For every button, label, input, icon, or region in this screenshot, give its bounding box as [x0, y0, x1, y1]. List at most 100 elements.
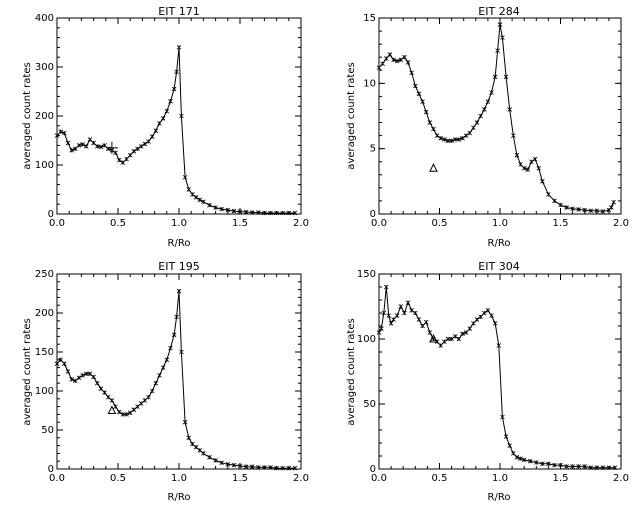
data-point	[409, 308, 414, 313]
data-point	[495, 48, 500, 53]
x-tick-label: 0.0	[49, 218, 65, 229]
data-point	[190, 441, 195, 447]
data-point	[249, 464, 255, 469]
data-point	[427, 120, 433, 125]
data-point	[69, 377, 74, 382]
data-point	[164, 108, 170, 114]
data-point	[558, 202, 563, 208]
data-point	[131, 148, 137, 154]
data-point	[514, 455, 520, 460]
data-point	[113, 150, 118, 156]
data-point	[463, 133, 469, 138]
chart-title: EIT 195	[158, 260, 199, 273]
data-point	[521, 457, 527, 463]
panel-eit-171: EIT 171 R/Ro averaged count rates 0.0 0.5…	[22, 5, 309, 249]
data-point	[576, 207, 581, 212]
data-point	[87, 137, 93, 142]
data-point	[113, 404, 118, 409]
data-point	[164, 357, 170, 363]
data-point	[174, 69, 179, 75]
data-point	[564, 205, 569, 210]
data-point	[201, 199, 206, 205]
data-point	[149, 388, 155, 394]
x-tick-label: 0.5	[432, 218, 448, 229]
data-point	[496, 343, 502, 348]
data-point	[124, 156, 129, 162]
data-point	[124, 412, 129, 417]
data-point	[582, 464, 587, 469]
panel-eit-304: EIT 304 R/Ro averaged count rates 0.0 0.5…	[346, 260, 629, 503]
data-point	[467, 326, 473, 331]
data-point	[87, 371, 93, 377]
data-point	[379, 326, 384, 331]
data-point	[268, 210, 273, 216]
x-tick-label: 0.5	[110, 473, 126, 484]
data-point	[449, 336, 454, 342]
data-point	[62, 361, 67, 366]
data-point	[120, 412, 126, 417]
data-point	[193, 195, 199, 200]
data-point	[83, 144, 89, 149]
data-point	[54, 133, 60, 138]
data-point	[525, 167, 531, 172]
data-point	[176, 288, 182, 294]
x-tick-label: 2.0	[613, 473, 629, 484]
data-point	[54, 361, 60, 366]
y-tick-label: 300	[35, 62, 54, 73]
data-point	[600, 465, 606, 470]
y-tick-label: 0	[370, 464, 376, 475]
data-point	[73, 378, 78, 384]
y-tick-label: 100	[35, 160, 54, 171]
data-point	[386, 313, 391, 318]
data-point	[381, 310, 387, 316]
data-point	[503, 74, 509, 80]
data-point	[73, 146, 78, 152]
data-point	[438, 343, 443, 348]
data-point	[467, 130, 473, 136]
x-tick-label: 0.5	[432, 473, 448, 484]
data-point	[431, 126, 436, 132]
y-tick-label: 50	[363, 399, 376, 410]
data-point	[62, 130, 67, 136]
data-point	[492, 321, 498, 326]
data-point	[76, 375, 82, 381]
data-point	[445, 336, 451, 342]
data-point	[116, 409, 122, 415]
data-point	[546, 192, 551, 197]
data-point	[76, 143, 82, 148]
data-point	[201, 451, 206, 456]
data-point	[186, 187, 192, 192]
data-point	[511, 133, 516, 138]
data-point	[153, 380, 159, 386]
data-point	[612, 465, 618, 470]
data-point	[420, 323, 425, 329]
data-point	[420, 99, 425, 104]
data-point	[231, 208, 237, 214]
data-point	[532, 156, 538, 162]
data-point	[80, 142, 85, 147]
data-point	[398, 304, 404, 309]
data-point	[405, 300, 411, 305]
data-point	[383, 284, 389, 290]
panel-eit-284: EIT 284 R/Ro averaged count rates 0.0 0.5…	[346, 5, 629, 249]
x-tick-label: 2.0	[293, 218, 309, 229]
triangle-marker	[429, 333, 438, 343]
data-point	[138, 401, 144, 406]
data-point	[518, 162, 523, 167]
data-point	[391, 317, 396, 322]
chart-title: EIT 284	[478, 5, 519, 18]
x-tick-label: 0.0	[49, 473, 65, 484]
y-tick-label: 150	[357, 269, 376, 280]
y-tick-label: 10	[363, 78, 376, 89]
data-point	[588, 208, 594, 214]
data-point	[552, 198, 557, 204]
data-point	[102, 143, 107, 148]
y-tick-label: 50	[41, 425, 54, 436]
x-tick-label: 1.0	[171, 218, 187, 229]
data-point	[449, 138, 454, 144]
data-point	[503, 434, 509, 439]
x-axis-label: R/Ro	[488, 238, 511, 249]
data-point	[231, 462, 237, 468]
data-point	[438, 135, 443, 141]
x-tick-label: 1.5	[232, 473, 248, 484]
